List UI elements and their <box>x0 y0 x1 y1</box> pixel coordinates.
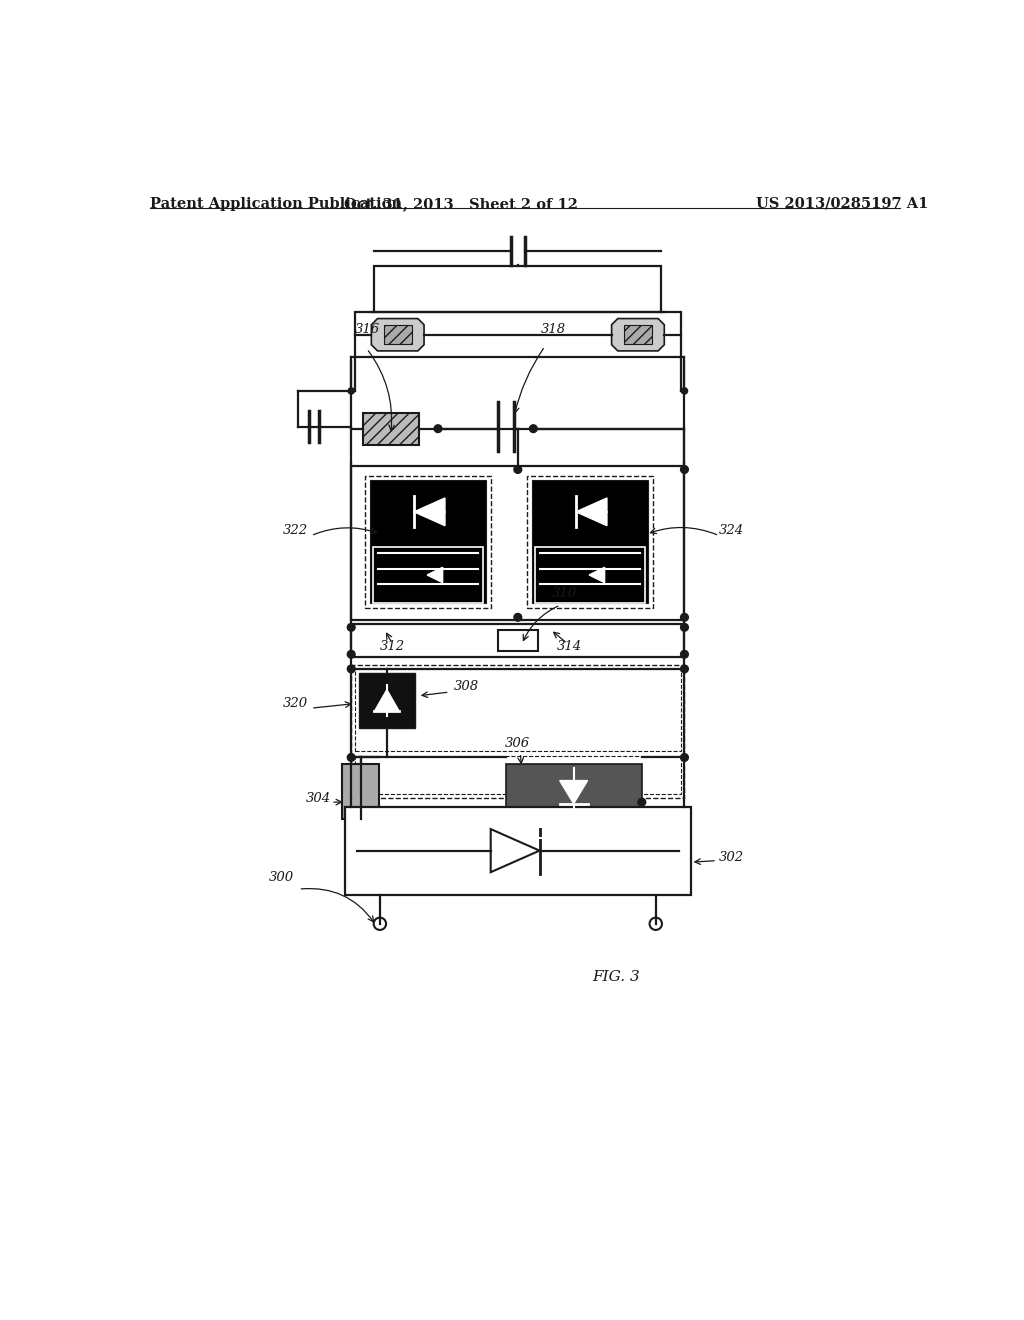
Circle shape <box>347 651 355 659</box>
Circle shape <box>347 623 355 631</box>
Text: Oct. 31, 2013   Sheet 2 of 12: Oct. 31, 2013 Sheet 2 of 12 <box>344 197 579 211</box>
Circle shape <box>434 425 442 433</box>
Text: US 2013/0285197 A1: US 2013/0285197 A1 <box>756 197 928 211</box>
Bar <box>527 475 652 609</box>
Circle shape <box>681 614 688 622</box>
Polygon shape <box>375 689 399 711</box>
Text: 308: 308 <box>454 680 478 693</box>
Bar <box>359 673 415 729</box>
Circle shape <box>514 614 521 622</box>
Bar <box>624 326 652 345</box>
Circle shape <box>681 388 687 395</box>
Bar <box>342 763 379 818</box>
Text: 306: 306 <box>505 737 530 750</box>
Text: 316: 316 <box>355 323 380 337</box>
Bar <box>355 313 681 358</box>
Bar <box>351 624 684 657</box>
Bar <box>355 669 681 751</box>
Bar <box>375 267 662 313</box>
Text: Patent Application Publication: Patent Application Publication <box>150 197 401 211</box>
Circle shape <box>348 388 354 395</box>
Polygon shape <box>414 498 445 525</box>
Bar <box>535 548 645 603</box>
Polygon shape <box>589 568 604 582</box>
Circle shape <box>681 754 688 762</box>
Text: 304: 304 <box>306 792 331 805</box>
Text: 310: 310 <box>552 587 577 601</box>
Bar <box>373 548 483 603</box>
Circle shape <box>681 665 688 673</box>
Bar <box>351 665 684 797</box>
Circle shape <box>638 799 646 807</box>
Circle shape <box>347 665 355 673</box>
Bar <box>498 630 538 651</box>
Circle shape <box>529 425 538 433</box>
Circle shape <box>681 623 688 631</box>
Polygon shape <box>427 568 442 582</box>
Bar <box>506 763 642 841</box>
Bar <box>351 466 684 620</box>
Text: 318: 318 <box>541 323 566 337</box>
Bar <box>362 413 419 445</box>
Text: 302: 302 <box>719 850 744 863</box>
Polygon shape <box>372 318 424 351</box>
Circle shape <box>514 466 521 474</box>
Text: FIG. 3: FIG. 3 <box>592 970 640 983</box>
Polygon shape <box>611 318 665 351</box>
Polygon shape <box>560 780 588 804</box>
Circle shape <box>347 754 355 762</box>
Circle shape <box>681 651 688 659</box>
Circle shape <box>681 466 688 474</box>
Text: 320: 320 <box>283 697 308 710</box>
Text: 324: 324 <box>719 524 743 537</box>
Bar <box>345 807 690 895</box>
Bar <box>355 756 681 793</box>
Bar <box>384 326 412 345</box>
Bar <box>531 480 648 603</box>
Polygon shape <box>575 498 607 525</box>
Text: 312: 312 <box>380 640 404 652</box>
Bar <box>366 475 490 609</box>
Text: 322: 322 <box>283 524 308 537</box>
Text: 300: 300 <box>269 871 294 884</box>
Text: 314: 314 <box>557 640 583 652</box>
Bar <box>370 480 486 603</box>
